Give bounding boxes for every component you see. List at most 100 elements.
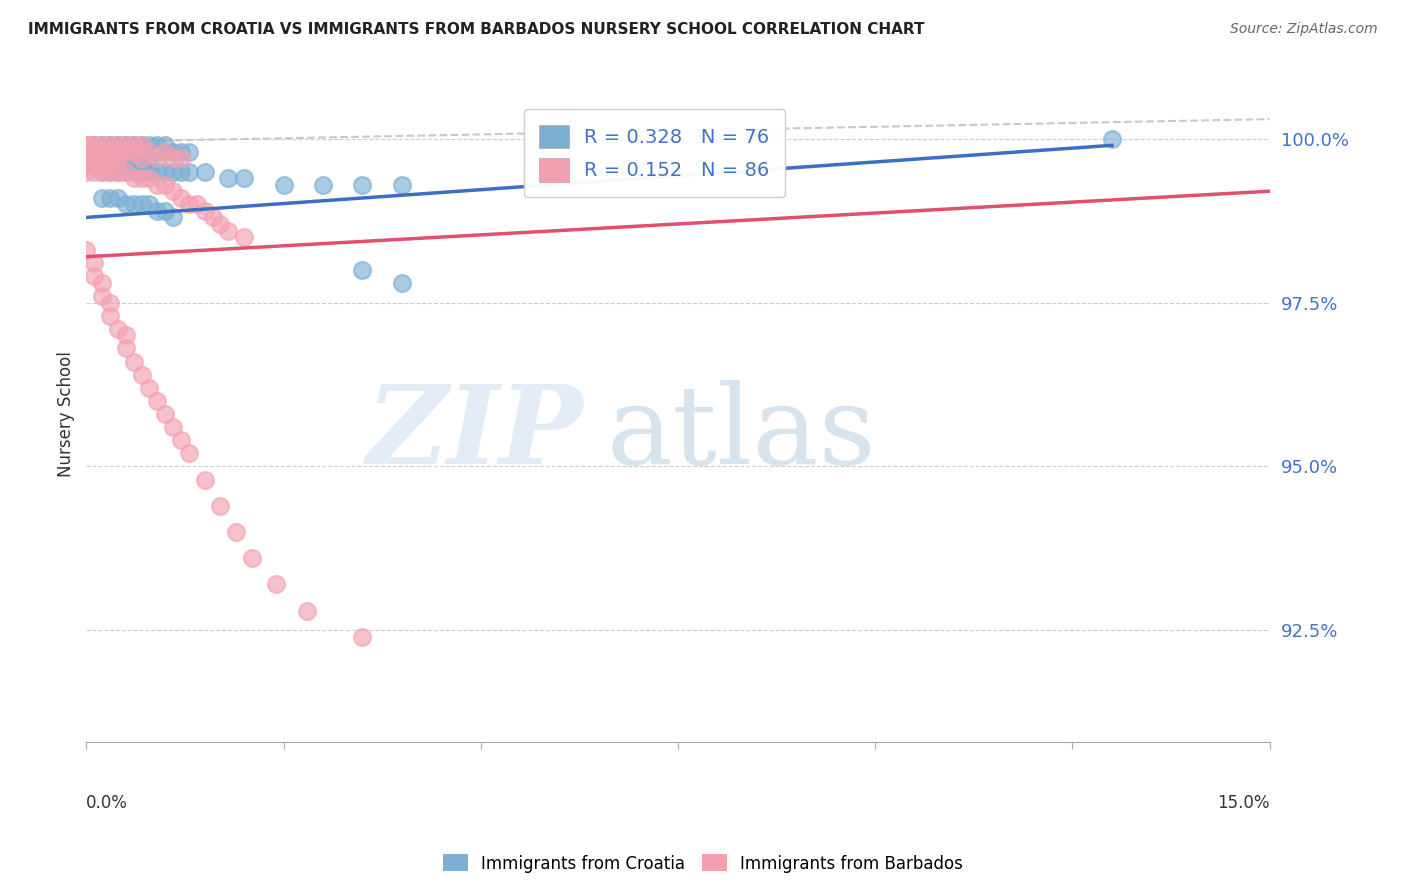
Point (91, 145, 114, 159)
Point (391, 178, 413, 192)
Point (98, 164, 121, 178)
Point (114, 164, 136, 178)
Point (312, 178, 335, 192)
Point (83, 152, 105, 166)
Point (83, 152, 105, 166)
Point (177, 145, 200, 159)
Y-axis label: Nursery School: Nursery School (58, 351, 75, 477)
Point (75, 138, 97, 153)
Point (194, 164, 217, 178)
Point (131, 138, 153, 153)
Point (114, 158, 136, 172)
Point (225, 524, 247, 539)
Point (146, 164, 169, 178)
Point (98, 309, 121, 323)
Point (170, 152, 193, 166)
Point (131, 138, 153, 153)
Point (153, 203, 176, 218)
Point (217, 223, 239, 237)
Point (391, 276, 413, 290)
Point (122, 138, 145, 153)
Point (83, 138, 105, 153)
Point (122, 138, 145, 153)
Point (194, 203, 217, 218)
Point (153, 407, 176, 421)
Point (98, 145, 121, 159)
Point (233, 230, 256, 244)
Point (122, 158, 145, 172)
Text: atlas: atlas (607, 380, 876, 487)
Point (91, 145, 114, 159)
Point (114, 342, 136, 356)
Point (170, 145, 193, 159)
Point (177, 164, 200, 178)
Point (98, 138, 121, 153)
Text: 0.0%: 0.0% (86, 794, 128, 812)
Point (146, 178, 169, 192)
Point (264, 577, 287, 591)
Point (75, 138, 97, 153)
Point (75, 152, 97, 166)
Point (233, 171, 256, 186)
Point (217, 171, 239, 186)
Point (131, 164, 153, 178)
Point (162, 164, 184, 178)
Legend: R = 0.328   N = 76, R = 0.152   N = 86: R = 0.328 N = 76, R = 0.152 N = 86 (524, 109, 785, 197)
Point (131, 171, 153, 186)
Point (98, 145, 121, 159)
Point (83, 145, 105, 159)
Point (107, 164, 129, 178)
Point (107, 145, 129, 159)
Point (138, 197, 160, 211)
Point (91, 138, 114, 153)
Point (201, 211, 224, 225)
Point (91, 152, 114, 166)
Point (114, 145, 136, 159)
Point (98, 295, 121, 310)
Point (146, 203, 169, 218)
Point (83, 138, 105, 153)
Point (75, 138, 97, 153)
Point (209, 499, 232, 513)
Point (131, 368, 153, 382)
Point (153, 164, 176, 178)
Point (122, 197, 145, 211)
Point (107, 138, 129, 153)
Point (146, 145, 169, 159)
Point (83, 145, 105, 159)
Point (162, 152, 184, 166)
Point (114, 145, 136, 159)
Legend: Immigrants from Croatia, Immigrants from Barbados: Immigrants from Croatia, Immigrants from… (436, 847, 970, 880)
Text: IMMIGRANTS FROM CROATIA VS IMMIGRANTS FROM BARBADOS NURSERY SCHOOL CORRELATION C: IMMIGRANTS FROM CROATIA VS IMMIGRANTS FR… (28, 22, 925, 37)
Point (83, 158, 105, 172)
Point (114, 138, 136, 153)
Point (122, 171, 145, 186)
Point (138, 171, 160, 186)
Point (107, 138, 129, 153)
Point (186, 197, 208, 211)
Point (98, 138, 121, 153)
Point (138, 158, 160, 172)
Point (91, 145, 114, 159)
Point (98, 191, 121, 205)
Point (122, 145, 145, 159)
Text: 15.0%: 15.0% (1218, 794, 1270, 812)
Point (75, 145, 97, 159)
Point (170, 433, 193, 447)
Point (107, 138, 129, 153)
Point (83, 164, 105, 178)
Point (91, 158, 114, 172)
Point (170, 164, 193, 178)
Point (107, 145, 129, 159)
Point (170, 191, 193, 205)
Point (91, 152, 114, 166)
Point (75, 243, 97, 257)
Point (138, 138, 160, 153)
Point (153, 178, 176, 192)
Point (138, 381, 160, 395)
Point (91, 164, 114, 178)
Point (122, 138, 145, 153)
Point (91, 138, 114, 153)
Point (75, 138, 97, 153)
Point (273, 178, 295, 192)
